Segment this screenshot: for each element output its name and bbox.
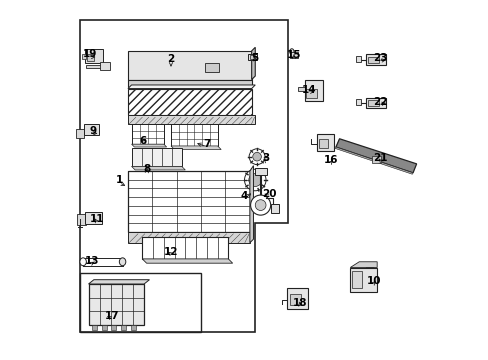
Ellipse shape [119,258,125,266]
Bar [351,271,362,288]
Polygon shape [247,54,257,60]
Text: 15: 15 [286,50,301,60]
Ellipse shape [289,49,293,54]
Text: 23: 23 [373,53,387,63]
Text: 20: 20 [261,189,276,199]
Bar [88,284,144,325]
Text: 13: 13 [84,256,99,266]
Bar [349,267,376,292]
Text: 1: 1 [115,175,122,185]
Text: 14: 14 [301,85,316,95]
Polygon shape [131,166,185,170]
Circle shape [244,169,265,191]
Bar [77,214,85,225]
Bar [171,125,217,146]
Text: 18: 18 [292,298,306,308]
Circle shape [255,200,265,211]
Text: 11: 11 [89,215,104,224]
Bar [290,294,301,305]
Polygon shape [128,89,251,116]
Bar [271,204,279,213]
Text: 19: 19 [83,49,97,59]
Polygon shape [88,280,149,284]
Polygon shape [128,85,255,89]
Bar [100,62,110,69]
Bar [86,54,94,61]
Bar [249,55,255,59]
Bar [121,324,126,329]
Bar [304,80,323,101]
Text: 2: 2 [167,54,174,64]
Text: 3: 3 [262,153,269,163]
Bar [366,54,386,65]
Circle shape [249,149,264,165]
Circle shape [250,195,270,215]
Polygon shape [349,262,376,267]
Bar [131,324,136,329]
Bar [204,63,219,72]
Text: 16: 16 [323,155,337,165]
Bar [131,125,163,144]
Text: 8: 8 [143,164,150,174]
Polygon shape [335,147,412,174]
Polygon shape [171,146,221,149]
Text: 17: 17 [104,311,119,321]
Ellipse shape [80,258,86,266]
Bar [286,288,307,309]
Polygon shape [297,87,304,91]
Polygon shape [142,259,232,263]
Polygon shape [249,166,253,243]
Circle shape [248,174,261,186]
Text: 10: 10 [366,276,380,286]
Bar [85,49,102,63]
Polygon shape [131,144,166,147]
Bar [290,51,297,58]
Bar [111,324,116,329]
Bar [131,148,182,166]
Bar [371,156,380,163]
Text: 12: 12 [163,247,178,257]
Bar [254,168,266,175]
Text: 21: 21 [373,153,387,163]
Bar [366,98,386,108]
Polygon shape [128,80,251,87]
Text: 7: 7 [203,139,210,149]
Polygon shape [128,232,249,243]
Text: 4: 4 [240,191,248,201]
Bar [319,139,327,148]
Bar [142,237,228,259]
Polygon shape [86,65,101,68]
Text: 5: 5 [251,53,258,63]
Bar [83,125,99,135]
Bar [367,57,378,63]
Bar [82,54,86,59]
Bar [356,99,360,105]
Circle shape [252,152,261,161]
Polygon shape [251,47,255,80]
Bar [128,171,249,232]
Text: 22: 22 [373,97,387,107]
Bar [92,324,97,329]
Text: 9: 9 [89,126,97,135]
Bar [76,129,83,138]
Bar [102,324,106,329]
Polygon shape [335,139,416,173]
Bar [367,100,378,106]
Polygon shape [128,51,251,80]
Polygon shape [128,116,255,125]
Text: 6: 6 [140,136,147,145]
Bar [316,134,333,151]
Bar [85,212,102,224]
Bar [305,89,316,98]
Bar [356,56,360,62]
